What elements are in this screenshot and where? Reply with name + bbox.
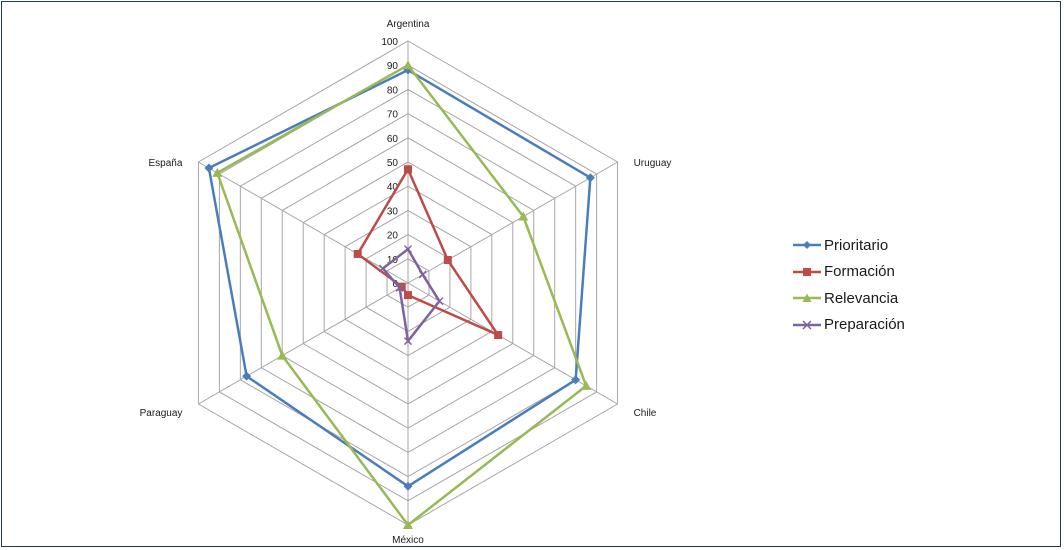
legend-swatch-relevancia: [793, 293, 821, 303]
category-label: México: [392, 535, 424, 546]
data-point-prioritario: [204, 163, 214, 173]
data-point-relevancia: [403, 60, 413, 70]
legend-swatch-prioritario: [793, 241, 821, 250]
category-label: Chile: [634, 408, 657, 419]
legend-swatch-formacion: [793, 267, 821, 276]
category-label: Uruguay: [634, 158, 672, 169]
tick-label: 80: [387, 85, 399, 96]
data-point-formación: [443, 256, 452, 265]
legend-item-relevancia: Relevancia: [792, 285, 905, 312]
data-point-formación: [494, 331, 503, 340]
legend-swatch-preparacion: [793, 320, 821, 330]
tick-label: 60: [387, 134, 399, 145]
legend-label: Prioritario: [824, 236, 889, 254]
legend-label: Formación: [824, 263, 895, 281]
data-point-preparación: [418, 270, 427, 279]
axis-spoke: [407, 161, 618, 284]
legend-label: Preparación: [824, 316, 905, 334]
tick-label: 100: [381, 37, 398, 48]
data-point-preparación: [378, 264, 387, 273]
category-label: Argentina: [387, 19, 430, 30]
data-point-formación: [404, 291, 412, 300]
data-point-formación: [404, 165, 412, 174]
legend-label: Relevancia: [824, 289, 899, 307]
legend-item-formacion: Formación: [792, 259, 905, 286]
legend-item-prioritario: Prioritario: [792, 232, 905, 259]
tick-label: 30: [387, 206, 399, 217]
tick-label: 70: [387, 110, 399, 121]
tick-label: 40: [387, 182, 399, 193]
data-point-relevancia: [212, 167, 223, 177]
tick-label: 90: [387, 61, 399, 72]
data-point-prioritario: [242, 371, 252, 381]
legend-item-preparacion: Preparación: [792, 312, 905, 339]
axis-spoke: [198, 282, 409, 405]
data-point-relevancia: [518, 211, 529, 221]
data-point-prioritario: [585, 173, 595, 183]
data-point-preparación: [403, 245, 413, 254]
category-label: España: [148, 158, 182, 169]
data-point-prioritario: [403, 481, 413, 491]
data-point-relevancia: [403, 520, 413, 529]
data-point-prioritario: [571, 375, 581, 385]
tick-label: 50: [387, 158, 399, 169]
data-point-preparación: [435, 297, 444, 306]
data-point-relevancia: [277, 350, 288, 360]
data-point-formación: [353, 249, 362, 258]
series-line-formación: [356, 168, 500, 337]
axis-spoke: [198, 161, 409, 284]
chart-legend: Prioritario Formación Relevancia Prepara…: [792, 232, 905, 338]
category-label: Paraguay: [140, 408, 183, 419]
data-point-preparación: [395, 283, 404, 292]
tick-label: 20: [387, 231, 399, 242]
axis-spoke: [407, 282, 618, 405]
data-point-preparación: [403, 337, 413, 346]
data-point-relevancia: [581, 380, 592, 390]
